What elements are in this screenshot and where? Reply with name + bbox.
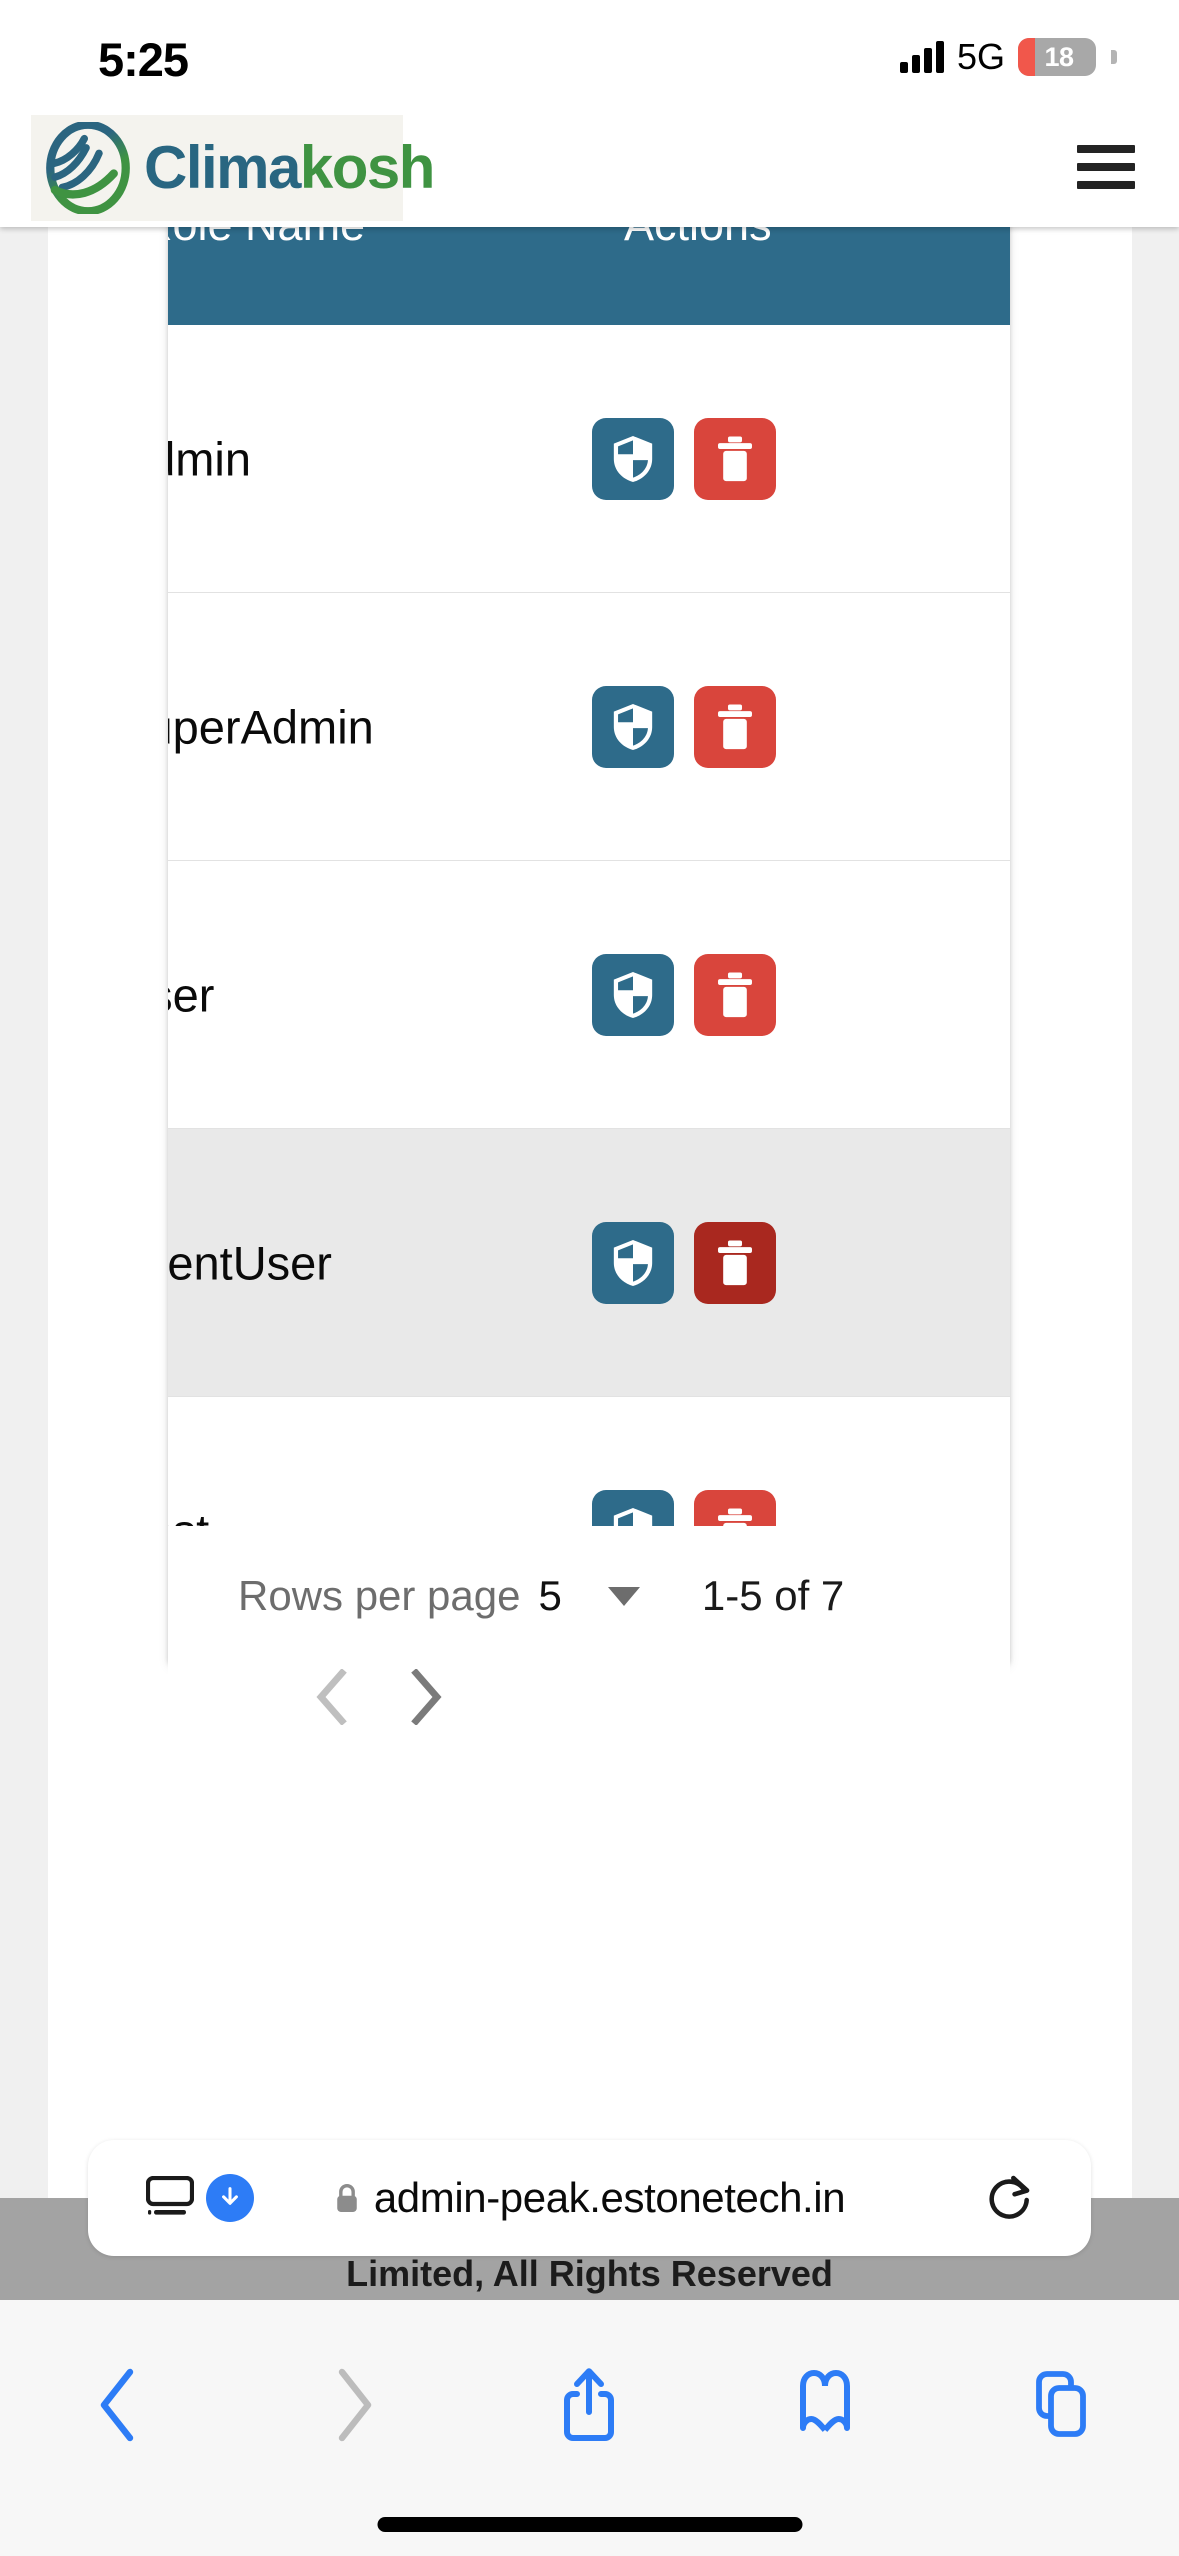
home-indicator bbox=[377, 2517, 802, 2532]
bookmarks-button[interactable] bbox=[707, 2350, 943, 2460]
download-arrow-icon bbox=[222, 2187, 238, 2205]
permissions-button[interactable] bbox=[592, 417, 674, 500]
chevron-left-icon bbox=[100, 2368, 134, 2442]
address-bar[interactable]: admin-peak.estonetech.in bbox=[88, 2140, 1091, 2256]
download-indicator-button[interactable] bbox=[206, 2174, 254, 2222]
delete-button[interactable] bbox=[694, 1221, 776, 1304]
rows-per-page-value[interactable]: 5 bbox=[538, 1572, 562, 1619]
shield-icon bbox=[613, 435, 653, 482]
pagination-range-label: 1-5 of 7 bbox=[701, 1572, 845, 1619]
cell-role-name: clientUser bbox=[168, 1236, 332, 1289]
battery-cap-icon bbox=[1111, 50, 1117, 64]
reader-view-icon[interactable] bbox=[146, 2176, 194, 2220]
permissions-button[interactable] bbox=[592, 1221, 674, 1304]
delete-button[interactable] bbox=[694, 953, 776, 1036]
shield-icon bbox=[613, 703, 653, 750]
paginator-bottom-row bbox=[168, 1662, 1010, 1732]
cell-actions bbox=[592, 417, 776, 500]
ios-status-bar: 5:25 5G 18 bbox=[0, 0, 1179, 108]
permissions-button[interactable] bbox=[592, 685, 674, 768]
cell-actions bbox=[592, 953, 776, 1036]
trash-icon bbox=[718, 703, 752, 749]
url-text: admin-peak.estonetech.in bbox=[373, 2174, 846, 2221]
site-logo[interactable]: Climakosh bbox=[31, 115, 435, 221]
cell-role-name: user bbox=[168, 968, 215, 1021]
status-time: 5:25 bbox=[98, 33, 189, 86]
chevron-right-icon bbox=[411, 1669, 442, 1725]
cell-role-name: superAdmin bbox=[168, 700, 374, 753]
next-page-button[interactable] bbox=[392, 1662, 462, 1732]
network-type-label: 5G bbox=[956, 36, 1005, 77]
chevron-left-icon bbox=[316, 1669, 347, 1725]
back-button[interactable] bbox=[0, 2350, 236, 2460]
cell-role-name: admin bbox=[168, 432, 252, 485]
climakosh-globe-logo-icon bbox=[46, 122, 130, 214]
trash-icon bbox=[718, 435, 752, 481]
delete-button[interactable] bbox=[694, 417, 776, 500]
share-icon bbox=[564, 2368, 615, 2441]
trash-icon bbox=[718, 971, 752, 1017]
logo-text-kosh: kosh bbox=[299, 134, 436, 201]
table-row[interactable]: user bbox=[168, 861, 1010, 1129]
battery-icon: 18 bbox=[1018, 38, 1096, 76]
safari-browser-chrome: admin-peak.estonetech.in bbox=[0, 2140, 1179, 2556]
table-row[interactable]: admin bbox=[168, 325, 1010, 593]
copyright-line-2: Limited, All Rights Reserved bbox=[346, 2252, 833, 2294]
reload-icon[interactable] bbox=[987, 2173, 1033, 2223]
rows-per-page-label: Rows per page bbox=[238, 1572, 521, 1619]
forward-button[interactable] bbox=[236, 2350, 472, 2460]
webview: Role Name Actions admin bbox=[0, 108, 1179, 2300]
shield-icon bbox=[613, 1239, 653, 1286]
safari-toolbar bbox=[0, 2350, 1179, 2460]
share-button[interactable] bbox=[472, 2350, 708, 2460]
tabs-button[interactable] bbox=[943, 2350, 1179, 2460]
logo-text-clima: Clima bbox=[144, 134, 301, 201]
tabs-icon bbox=[1036, 2371, 1086, 2437]
cell-actions bbox=[592, 685, 776, 768]
chevron-right-icon bbox=[338, 2368, 371, 2442]
delete-button[interactable] bbox=[694, 685, 776, 768]
address-bar-content: admin-peak.estonetech.in bbox=[88, 2174, 1091, 2222]
table-header-row: Role Name Actions bbox=[168, 213, 1010, 325]
status-indicators: 5G 18 bbox=[899, 34, 1117, 80]
lock-icon bbox=[337, 2183, 357, 2212]
site-header: Climakosh bbox=[0, 108, 1179, 227]
chevron-down-icon[interactable] bbox=[607, 1586, 640, 1606]
hamburger-menu-icon[interactable] bbox=[1077, 145, 1135, 189]
trash-icon bbox=[718, 1239, 752, 1285]
paginator-top-row: Rows per page 5 1-5 of 7 bbox=[168, 1572, 1010, 1620]
table-paginator: Rows per page 5 1-5 of 7 bbox=[168, 1526, 1010, 1742]
roles-table-card: Role Name Actions admin bbox=[168, 213, 1010, 1665]
shield-icon bbox=[613, 971, 653, 1018]
cell-actions bbox=[592, 1221, 776, 1304]
previous-page-button[interactable] bbox=[296, 1662, 366, 1732]
logo-wordmark: Climakosh bbox=[144, 138, 435, 198]
cellular-bars-icon bbox=[899, 41, 944, 73]
table-row[interactable]: superAdmin bbox=[168, 593, 1010, 861]
battery-percent-label: 18 bbox=[1044, 41, 1074, 72]
permissions-button[interactable] bbox=[592, 953, 674, 1036]
book-icon bbox=[800, 2370, 851, 2432]
table-row[interactable]: clientUser bbox=[168, 1129, 1010, 1397]
